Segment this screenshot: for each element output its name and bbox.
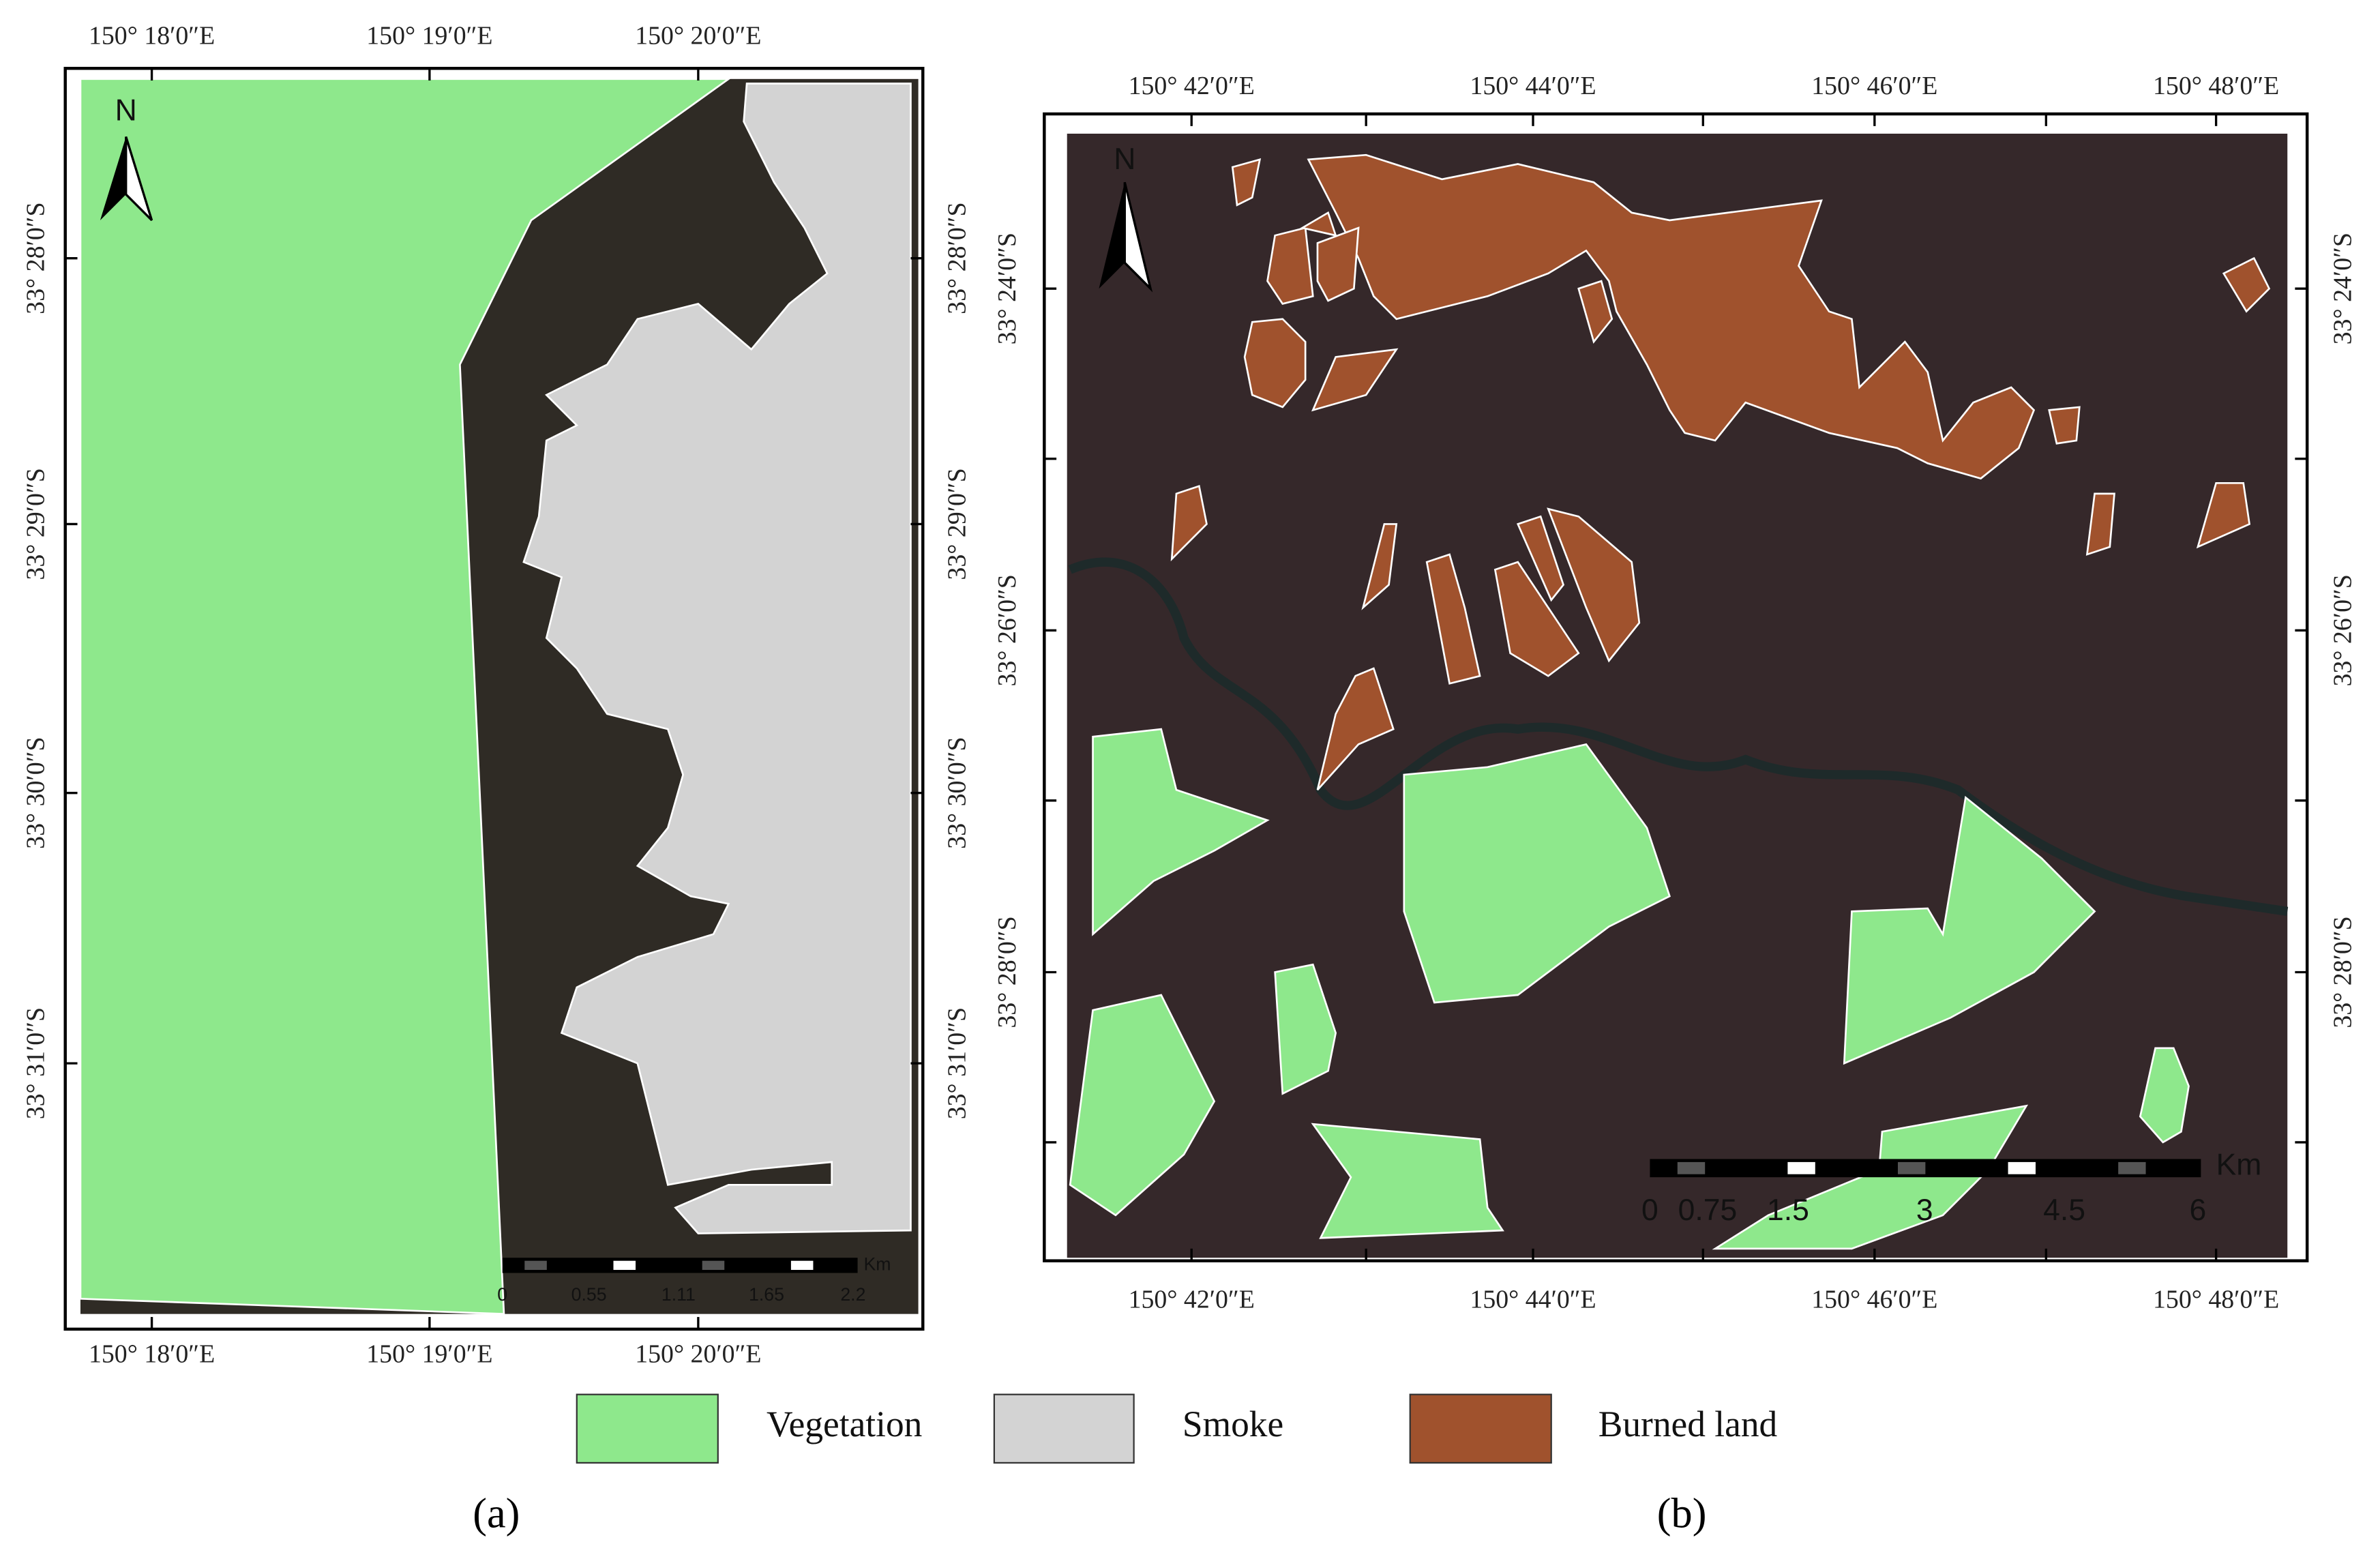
scale-label: 2.2	[840, 1284, 865, 1305]
legend-label: Vegetation	[767, 1404, 922, 1444]
scale-label: 6	[2190, 1193, 2207, 1227]
panel-label: (a)	[473, 1489, 520, 1537]
smoke-area	[522, 83, 912, 1234]
lat-label: 33° 31′0″S	[942, 1007, 971, 1119]
burned-areas	[1170, 153, 2271, 791]
lat-label: 33° 28′0″S	[993, 916, 1022, 1028]
scale-unit: Km	[2216, 1148, 2262, 1181]
lat-label: 33° 30′0″S	[942, 737, 971, 848]
scale-segment	[2118, 1161, 2146, 1174]
lon-label: 150° 46′0″E	[1811, 72, 1937, 100]
scale-label: 0.55	[571, 1284, 607, 1305]
north-arrow: N	[1099, 143, 1153, 293]
lat-label: 33° 29′0″S	[942, 468, 971, 580]
legend-swatch	[1409, 1393, 1552, 1464]
lon-label: 150° 48′0″E	[2153, 1285, 2279, 1314]
scale-label: 3	[1916, 1193, 1933, 1227]
scale-segment	[1897, 1161, 1926, 1174]
north-label: N	[1114, 143, 1135, 176]
lon-label: 150° 18′0″E	[89, 1340, 215, 1369]
lon-label: 150° 20′0″E	[635, 1340, 761, 1369]
scale-label: 1.65	[749, 1284, 784, 1305]
lat-label: 33° 28′0″S	[21, 202, 50, 314]
north-label: N	[115, 94, 137, 128]
scale-label: 0	[1641, 1193, 1658, 1227]
lat-label: 33° 28′0″S	[2329, 916, 2357, 1028]
lon-label: 150° 42′0″E	[1129, 1285, 1255, 1314]
lat-label: 33° 30′0″S	[21, 737, 50, 848]
legend-swatch	[993, 1393, 1135, 1464]
lat-label: 33° 26′0″S	[993, 574, 1022, 686]
river	[1068, 557, 2289, 916]
scale-label: 1.11	[661, 1284, 696, 1305]
lat-label: 33° 29′0″S	[21, 468, 50, 580]
scale-bar	[502, 1258, 858, 1273]
scale-label: 0.75	[1678, 1193, 1738, 1227]
legend-label: Smoke	[1182, 1404, 1283, 1444]
lat-label: 33° 26′0″S	[2329, 574, 2357, 686]
lat-label: 33° 24′0″S	[2329, 233, 2357, 344]
scale-label: 4.5	[2043, 1193, 2085, 1227]
scale-segment	[2008, 1161, 2036, 1174]
lon-label: 150° 19′0″E	[366, 1340, 492, 1369]
scale-segment	[790, 1260, 814, 1271]
lon-label: 150° 48′0″E	[2153, 72, 2279, 100]
lon-label: 150° 44′0″E	[1470, 72, 1596, 100]
scale-unit: Km	[863, 1254, 891, 1274]
scale-segment	[1677, 1161, 1706, 1174]
lon-label: 150° 19′0″E	[366, 21, 492, 50]
lon-label: 150° 46′0″E	[1811, 1285, 1937, 1314]
scale-segment	[702, 1260, 725, 1271]
legend-label: Burned land	[1598, 1404, 1778, 1444]
lon-label: 150° 18′0″E	[89, 21, 215, 50]
vegetation-area	[79, 78, 732, 1316]
scale-segment	[524, 1260, 547, 1271]
legend-swatch	[576, 1393, 719, 1464]
lat-label: 33° 24′0″S	[993, 233, 1022, 344]
lat-label: 33° 28′0″S	[942, 202, 971, 314]
lon-label: 150° 42′0″E	[1129, 72, 1255, 100]
scale-label: 0	[497, 1284, 507, 1305]
panel-label: (b)	[1657, 1489, 1707, 1537]
scale-segment	[613, 1260, 636, 1271]
lon-label: 150° 44′0″E	[1470, 1285, 1596, 1314]
lon-label: 150° 20′0″E	[635, 21, 761, 50]
lat-label: 33° 31′0″S	[21, 1007, 50, 1119]
scale-label: 1.5	[1767, 1193, 1809, 1227]
scale-segment	[1787, 1161, 1815, 1174]
